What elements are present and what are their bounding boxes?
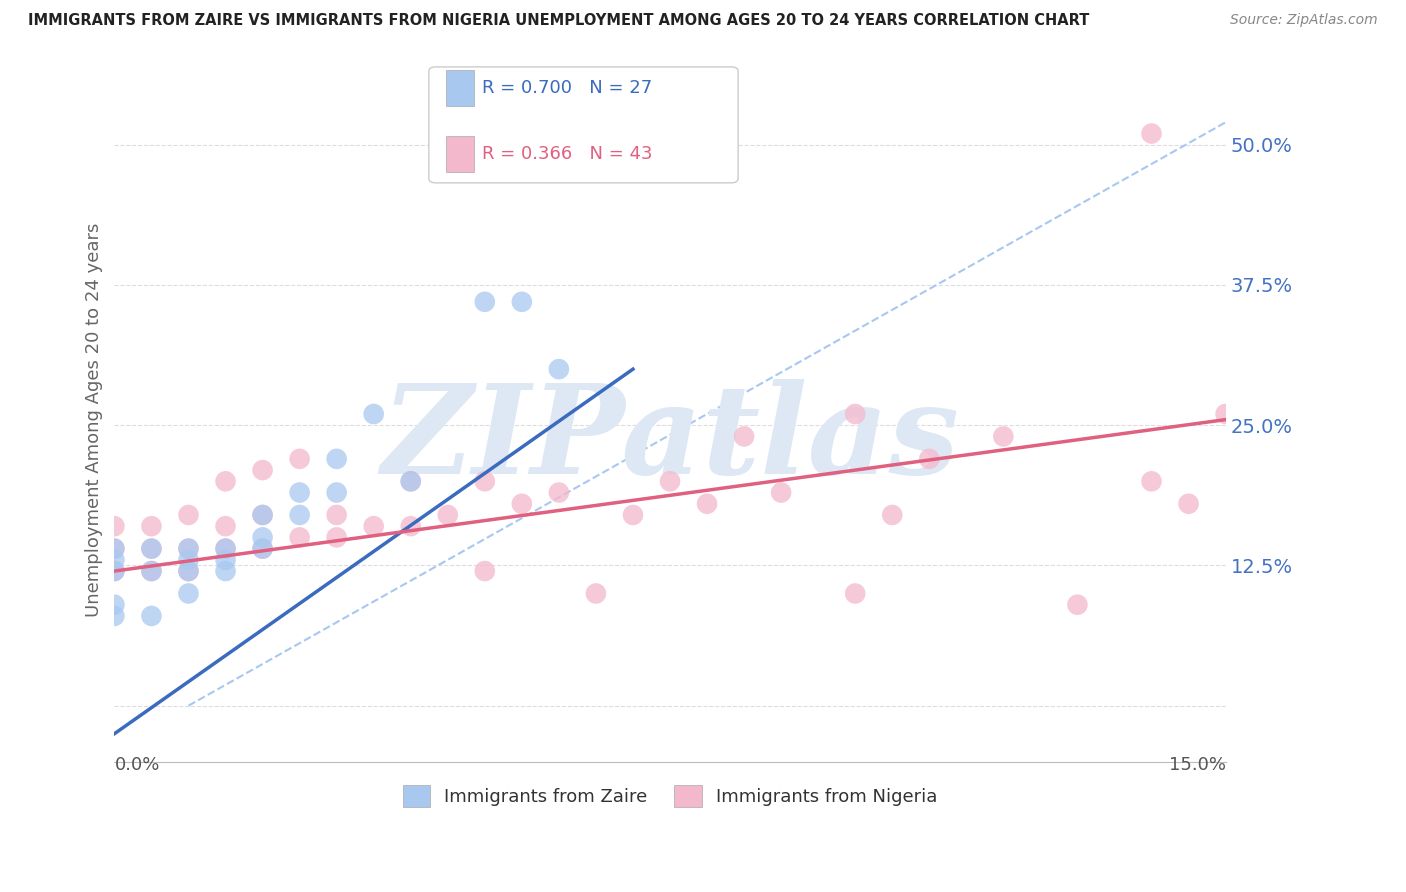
Point [288,485,311,500]
Point [177,553,200,567]
Point [288,508,311,522]
Point [399,475,422,489]
Point [214,475,236,489]
Point [177,564,200,578]
Point [252,508,274,522]
Point [141,564,163,578]
Point [399,475,422,489]
Point [547,485,569,500]
Point [621,508,644,522]
Text: ZIPatlas: ZIPatlas [381,379,959,501]
Point [1177,497,1199,511]
Point [882,508,904,522]
Point [252,463,274,477]
Point [844,586,866,600]
Point [103,541,125,556]
Point [993,429,1015,443]
Point [325,508,347,522]
Point [918,451,941,466]
Point [510,497,533,511]
Point [474,294,496,309]
Point [214,541,236,556]
Point [585,586,607,600]
Y-axis label: Unemployment Among Ages 20 to 24 years: Unemployment Among Ages 20 to 24 years [86,222,103,616]
Point [214,541,236,556]
Point [141,541,163,556]
Point [399,519,422,533]
Point [325,451,347,466]
Point [696,497,718,511]
Point [177,586,200,600]
Point [288,451,311,466]
Point [177,541,200,556]
Point [733,429,755,443]
Point [474,475,496,489]
Point [363,407,385,421]
Point [141,609,163,624]
Point [103,553,125,567]
Point [844,407,866,421]
Text: R = 0.700   N = 27: R = 0.700 N = 27 [482,79,652,97]
Point [177,508,200,522]
Point [103,609,125,624]
Legend: Immigrants from Zaire, Immigrants from Nigeria: Immigrants from Zaire, Immigrants from N… [395,778,945,814]
Point [325,485,347,500]
Point [214,519,236,533]
Text: 15.0%: 15.0% [1168,756,1226,774]
Point [474,564,496,578]
Point [103,541,125,556]
Point [252,530,274,544]
Point [103,564,125,578]
Point [363,519,385,533]
Point [1140,475,1163,489]
Text: Source: ZipAtlas.com: Source: ZipAtlas.com [1230,13,1378,28]
Point [141,541,163,556]
Point [770,485,793,500]
Point [141,564,163,578]
Point [252,508,274,522]
Point [1140,127,1163,141]
Point [659,475,682,489]
Text: IMMIGRANTS FROM ZAIRE VS IMMIGRANTS FROM NIGERIA UNEMPLOYMENT AMONG AGES 20 TO 2: IMMIGRANTS FROM ZAIRE VS IMMIGRANTS FROM… [28,13,1090,29]
Point [1066,598,1088,612]
Point [510,294,533,309]
Point [252,541,274,556]
Text: R = 0.366   N = 43: R = 0.366 N = 43 [482,145,652,163]
Point [177,541,200,556]
Point [325,530,347,544]
Point [103,598,125,612]
Point [214,564,236,578]
Point [547,362,569,376]
Point [1215,407,1237,421]
Point [214,553,236,567]
Point [177,564,200,578]
Point [288,530,311,544]
Point [103,519,125,533]
Point [103,564,125,578]
Point [252,541,274,556]
Point [141,519,163,533]
Text: 0.0%: 0.0% [114,756,160,774]
Point [436,508,458,522]
